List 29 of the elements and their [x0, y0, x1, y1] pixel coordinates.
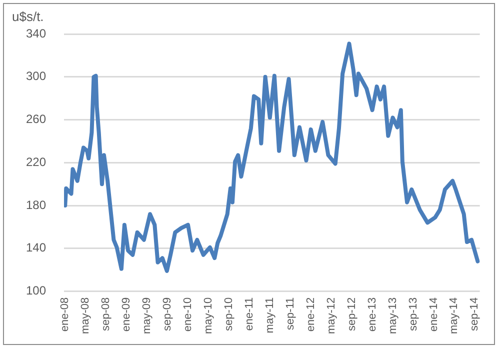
x-tick-label: may-14 [448, 297, 460, 334]
x-tick-label: may-10 [202, 297, 214, 334]
y-tick-label: 340 [26, 26, 46, 40]
y-tick-label: 220 [26, 154, 46, 169]
x-tick-label: may-12 [325, 297, 338, 334]
x-tick-label: sep-09 [162, 297, 174, 331]
y-tick-label: 140 [26, 240, 46, 255]
x-tick-label: may-11 [264, 297, 276, 334]
y-tick-label: 260 [26, 112, 46, 126]
y-tick-label: 180 [26, 198, 46, 212]
y-tick-label: 300 [26, 69, 46, 84]
x-tick-label: may-08 [80, 297, 92, 334]
x-tick-label: sep-14 [468, 297, 481, 331]
x-tick-label: sep-11 [284, 297, 296, 330]
x-tick-label: sep-10 [222, 297, 235, 331]
x-tick-label: may-09 [141, 297, 154, 334]
x-tick-label: ene-11 [243, 297, 256, 331]
x-tick-label: ene-12 [304, 297, 317, 332]
x-tick-label: ene-13 [366, 297, 378, 332]
x-tick-label: ene-10 [182, 297, 194, 332]
x-tick-label: ene-14 [428, 297, 440, 332]
x-tick-label: sep-08 [100, 297, 112, 331]
x-tick-label: may-13 [386, 297, 399, 334]
x-tick-label: ene-09 [120, 297, 133, 332]
x-tick-label: sep-13 [407, 297, 420, 331]
y-tick-label: 100 [26, 284, 46, 298]
y-axis-title: u$s/t. [12, 9, 44, 24]
x-tick-label: sep-12 [346, 297, 358, 331]
x-tick-label: ene-08 [59, 297, 72, 332]
